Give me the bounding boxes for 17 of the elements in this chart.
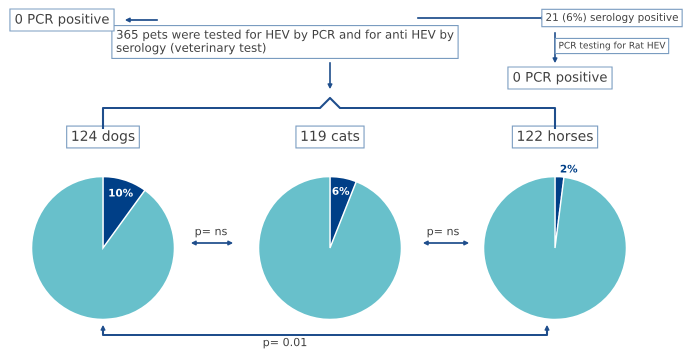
pie-slice: [258, 176, 402, 320]
text: p= 0.01: [264, 338, 306, 348]
text: 0 PCR positive: [15, 14, 109, 26]
pie-slice: [30, 176, 176, 320]
text: p= ns: [196, 228, 227, 238]
text: 0 PCR positive: [513, 72, 607, 84]
chart-title: 122 horses: [518, 130, 593, 142]
data-label: 6%: [332, 187, 350, 195]
pie-slice: [482, 176, 628, 320]
data-label: 10%: [109, 188, 133, 197]
data-label: 2%: [560, 164, 578, 173]
text: 21 (6%) serology positive: [546, 12, 678, 24]
chart-title: 119 cats: [302, 130, 360, 142]
text: p= ns: [428, 228, 459, 238]
chart-title: 124 dogs: [72, 130, 134, 144]
text: PCR testing for Rat HEV: [559, 42, 666, 50]
text: 365 pets were tested for HEV by PCR and for anti HEV by serology (veterinary test): [116, 30, 454, 54]
